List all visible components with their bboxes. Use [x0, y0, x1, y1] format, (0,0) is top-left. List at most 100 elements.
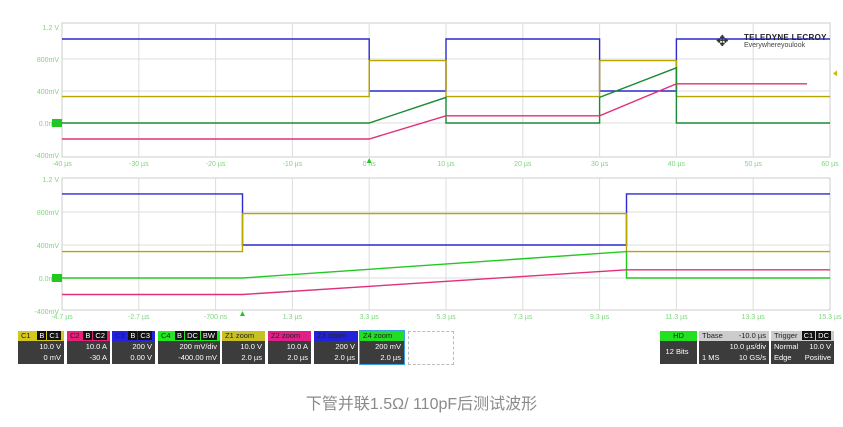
x-tick-label: 3.3 µs: [360, 314, 380, 321]
x-tick-label: -2.7 µs: [128, 314, 150, 321]
channel-descriptor-z1-zoom[interactable]: Z1 zoom 10.0 V 2.0 µs: [222, 331, 265, 364]
channel-descriptor-z4-zoom[interactable]: Z4 zoom 200 mV 2.0 µs: [359, 330, 405, 365]
channel-name: Z4 zoom: [363, 331, 393, 340]
channel-descriptor-z2-zoom[interactable]: Z2 zoom 10.0 A 2.0 µs: [268, 331, 311, 364]
x-tick-label: 0 ns: [363, 161, 377, 168]
x-tick-label: 50 µs: [745, 161, 763, 168]
timebase-descriptor[interactable]: Tbase -10.0 µs 10.0 µs/div 1 MS 10 GS/s: [699, 331, 769, 364]
x-tick-label: 60 µs: [821, 161, 839, 168]
channel-offset: 2.0 µs: [287, 353, 308, 362]
x-tick-label: -700 ns: [204, 314, 228, 321]
channel-name: Z1 zoom: [225, 331, 255, 340]
trigger-mode: Normal: [774, 342, 799, 351]
x-tick-label: 40 µs: [668, 161, 686, 168]
y-tick-label: 0.0mV: [39, 276, 60, 283]
zoom-waveform-grid: 1.2 V 800mV 400mV 0.0mV -400mV-4.7 µs -2.7 µs…: [34, 177, 842, 321]
x-tick-label: 20 µs: [514, 161, 532, 168]
channel-name: Z2 zoom: [271, 331, 301, 340]
x-tick-label: -20 µs: [206, 161, 226, 168]
trace-c4: [62, 250, 830, 279]
channel-offset: 2.0 µs: [334, 353, 355, 362]
y-tick-label: 0.0mV: [39, 121, 60, 128]
y-tick-label: 800mV: [37, 57, 60, 64]
logo-brand: TELEDYNE LECROY: [744, 33, 827, 42]
hd-label: HD: [660, 331, 697, 341]
channel-badge: BW: [200, 331, 217, 340]
tbase-samples: 1 MS: [702, 353, 720, 362]
acquisition-descriptor[interactable]: HD 12 Bits: [660, 331, 697, 364]
trace-c4dark: [62, 66, 830, 124]
y-tick-label: -400mV: [34, 309, 59, 316]
channel-name: C1: [21, 331, 31, 340]
x-tick-label: -30 µs: [129, 161, 149, 168]
x-tick-label: 5.3 µs: [436, 314, 456, 321]
tbase-div: 10.0 µs/div: [729, 342, 766, 351]
channel-badge: B: [37, 331, 47, 340]
channel-descriptor-c2[interactable]: C2 B C2 10.0 A -30 A: [67, 331, 110, 364]
trigger-source: C1: [801, 331, 816, 340]
trigger-coupling: DC: [816, 331, 831, 340]
trigger-level: 10.0 V: [809, 342, 831, 351]
channel-offset: 2.0 µs: [241, 353, 262, 362]
trigger-type: Edge: [774, 353, 792, 362]
x-tick-label: 13.3 µs: [742, 314, 766, 321]
channel-scale: 200 V: [335, 342, 355, 351]
x-tick-label: 10 µs: [437, 161, 455, 168]
trigger-position-marker-icon: [239, 311, 245, 316]
x-tick-label: 11.3 µs: [665, 314, 688, 321]
x-tick-label: 9.3 µs: [590, 314, 610, 321]
channel-offset: -400.00 mV: [178, 353, 217, 362]
channel-badge: B: [83, 331, 93, 340]
channel-badge: C3: [138, 331, 152, 340]
c4-ground-marker-icon: [52, 274, 62, 282]
channel-scale: 10.0 V: [39, 342, 61, 351]
channel-badge: DC: [185, 331, 200, 340]
tbase-delay: -10.0 µs: [738, 331, 766, 340]
x-tick-label: 15.3 µs: [818, 314, 842, 321]
channel-offset: 0.00 V: [130, 353, 152, 362]
channel-descriptor-z3-zoom[interactable]: Z3 zoom 200 V 2.0 µs: [314, 331, 358, 364]
y-tick-label: 1.2 V: [43, 25, 60, 32]
channel-badge: B: [175, 331, 185, 340]
y-tick-label: 800mV: [37, 210, 60, 217]
y-tick-label: -400mV: [34, 153, 59, 160]
logo-tagline: Everywhereyoulook: [744, 42, 806, 49]
channel-name: Z3 zoom: [317, 331, 347, 340]
channel-scale: 10.0 A: [286, 342, 308, 351]
x-tick-label: -10 µs: [283, 161, 303, 168]
channel-descriptor-c4[interactable]: C4 B DC BW 200 mV/div -400.00 mV: [158, 331, 220, 364]
channel-scale: 200 mV/div: [179, 342, 217, 351]
channel-descriptor-c3[interactable]: C3 B C3 200 V 0.00 V: [112, 331, 155, 364]
channel-badge: C2: [93, 331, 107, 340]
upper-waveform-grid: 1.2 V 800mV 400mV 0.0mV -400mV-40 µs -30 µs -2…: [34, 22, 839, 168]
channel-scale: 200 V: [132, 342, 152, 351]
y-tick-label: 400mV: [37, 89, 60, 96]
channel-offset: 0 mV: [43, 353, 61, 362]
x-tick-label: -4.7 µs: [51, 314, 73, 321]
trigger-level-marker-icon: [833, 70, 837, 77]
trigger-descriptor[interactable]: Trigger C1 DC Normal 10.0 V Edge Positive: [771, 331, 834, 364]
y-tick-label: 1.2 V: [43, 177, 60, 184]
x-tick-label: 7.3 µs: [513, 314, 533, 321]
channel-scale: 200 mV: [375, 342, 401, 351]
trace-c2: [62, 269, 830, 296]
x-tick-label: 1.3 µs: [283, 314, 303, 321]
tbase-rate: 10 GS/s: [738, 353, 766, 362]
channel-offset: 2.0 µs: [380, 353, 401, 362]
tbase-label: Tbase: [702, 331, 723, 340]
bits-value: 12 Bits: [660, 341, 697, 364]
channel-offset: -30 A: [89, 353, 107, 362]
trigger-slope: Positive: [804, 353, 831, 362]
channel-name: C4: [161, 331, 171, 340]
logo-icon: ✥: [716, 33, 729, 50]
trace-c3: [62, 193, 830, 246]
teledyne-lecroy-logo: ✥ TELEDYNE LECROY Everywhereyoulook: [716, 33, 831, 50]
x-tick-label: 30 µs: [591, 161, 609, 168]
channel-name: C3: [115, 331, 125, 340]
channel-scale: 10.0 V: [240, 342, 262, 351]
y-tick-label: 400mV: [37, 243, 60, 250]
empty-descriptor-slot[interactable]: [408, 331, 454, 365]
channel-name: C2: [70, 331, 80, 340]
channel-badge: B: [128, 331, 138, 340]
